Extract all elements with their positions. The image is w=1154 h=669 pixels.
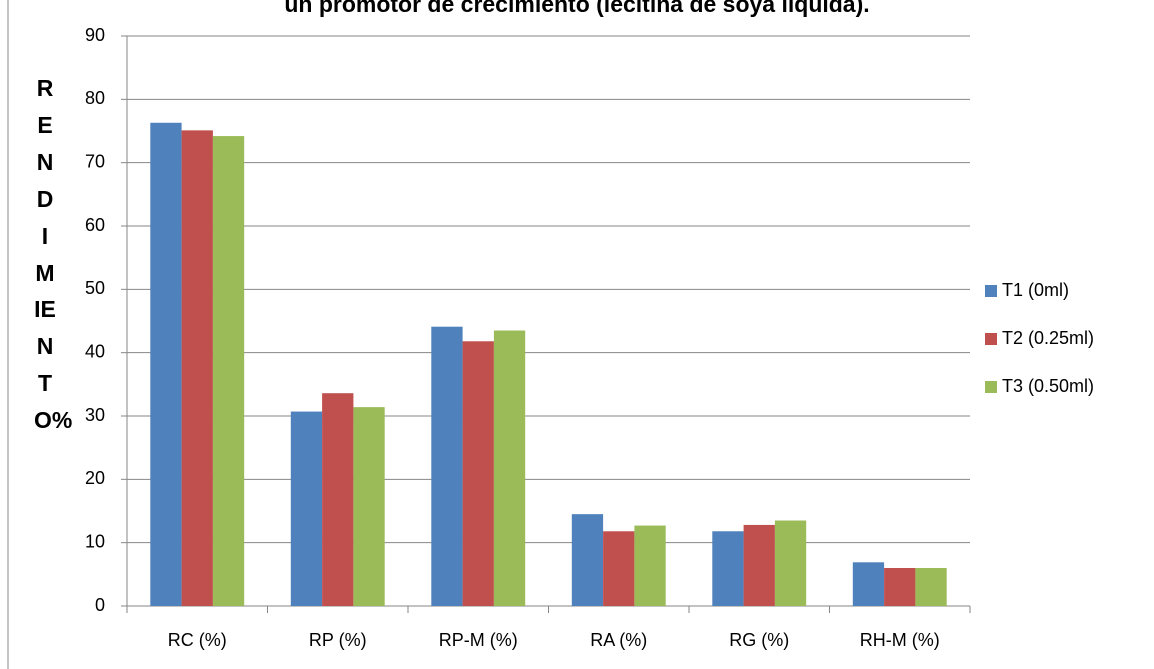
legend-label: T2 (0.25ml)	[1002, 328, 1094, 348]
legend-swatch	[985, 285, 997, 297]
bar	[462, 341, 494, 606]
bar	[493, 330, 526, 606]
legend-label: T3 (0.50ml)	[1002, 376, 1094, 396]
bar	[290, 411, 323, 606]
y-tick-label: 70	[85, 151, 105, 171]
x-tick-label: RG (%)	[729, 630, 789, 650]
bar	[743, 524, 775, 606]
chart-title: un promotor de crecimiento (lecitina de …	[284, 0, 869, 17]
y-tick-label: 50	[85, 278, 105, 298]
bar	[884, 568, 916, 606]
y-axis-label: RENDIMIENTO%	[34, 75, 73, 434]
x-tick-label: RP-M (%)	[439, 630, 518, 650]
bar	[852, 562, 885, 606]
bar	[774, 520, 807, 606]
bar	[150, 122, 182, 607]
bar	[915, 568, 947, 606]
y-tick-label: 40	[85, 341, 105, 361]
x-tick-label: RH-M (%)	[860, 630, 940, 650]
y-tick-label: 90	[85, 25, 105, 45]
bar	[353, 407, 385, 606]
x-tick-label: RC (%)	[168, 630, 227, 650]
x-tick-label: RP (%)	[309, 630, 367, 650]
y-tick-label: 60	[85, 215, 105, 235]
bar	[431, 326, 463, 606]
bar	[212, 136, 245, 607]
y-tick-label: 80	[85, 88, 105, 108]
bar	[181, 130, 213, 606]
y-tick-label: 20	[85, 468, 105, 488]
y-tick-label: 10	[85, 531, 105, 551]
legend-label: T1 (0ml)	[1002, 280, 1069, 300]
y-tick-label: 30	[85, 405, 105, 425]
bar	[712, 531, 744, 606]
bar	[634, 525, 666, 606]
bar	[571, 514, 604, 606]
legend-swatch	[985, 333, 997, 345]
legend-swatch	[985, 381, 997, 393]
bar	[603, 531, 635, 606]
x-tick-label: RA (%)	[590, 630, 647, 650]
y-tick-label: 0	[95, 595, 105, 615]
bar	[322, 393, 354, 606]
